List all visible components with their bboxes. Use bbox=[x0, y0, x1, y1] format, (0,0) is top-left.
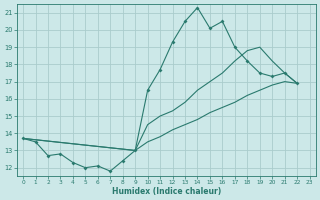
X-axis label: Humidex (Indice chaleur): Humidex (Indice chaleur) bbox=[112, 187, 221, 196]
